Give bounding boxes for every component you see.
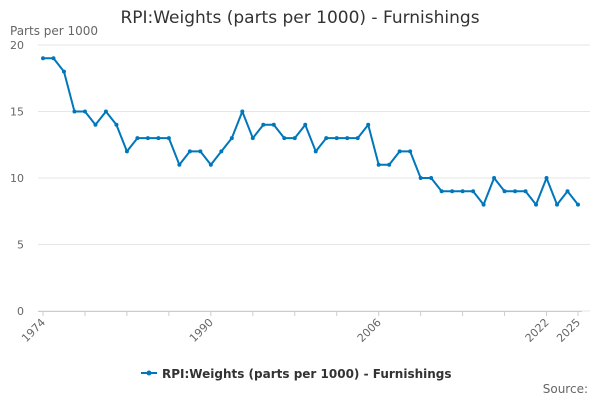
data-point bbox=[450, 189, 455, 194]
data-point bbox=[166, 136, 171, 141]
data-point bbox=[565, 189, 570, 194]
source-label: Source: bbox=[542, 382, 588, 396]
y-tick-label: 0 bbox=[17, 305, 24, 318]
data-point bbox=[240, 109, 245, 114]
x-tick-label: 1974 bbox=[19, 316, 48, 345]
y-tick-label: 20 bbox=[10, 39, 24, 52]
data-point bbox=[51, 56, 56, 61]
data-point bbox=[114, 122, 119, 127]
x-tick-label: 2025 bbox=[554, 316, 583, 345]
data-point bbox=[292, 136, 297, 141]
data-point bbox=[145, 136, 150, 141]
data-point bbox=[187, 149, 192, 154]
y-tick-label: 10 bbox=[10, 172, 24, 185]
data-point bbox=[492, 176, 497, 180]
data-point bbox=[177, 162, 182, 167]
data-point bbox=[313, 149, 318, 154]
data-point bbox=[250, 136, 255, 141]
data-point bbox=[387, 162, 392, 167]
data-point bbox=[103, 109, 108, 114]
data-point bbox=[355, 136, 360, 141]
data-point bbox=[303, 122, 308, 127]
y-axis-label: Parts per 1000 bbox=[10, 24, 99, 38]
data-point bbox=[345, 136, 350, 141]
data-point bbox=[418, 176, 423, 180]
data-point bbox=[439, 189, 444, 194]
legend-marker bbox=[146, 370, 152, 376]
y-tick-label: 5 bbox=[17, 239, 24, 252]
data-point bbox=[555, 202, 560, 207]
x-tick-label: 2006 bbox=[355, 316, 384, 345]
data-point bbox=[523, 189, 528, 194]
x-tick-label: 1990 bbox=[187, 316, 216, 345]
data-point bbox=[271, 122, 276, 127]
data-point bbox=[513, 189, 518, 194]
data-point bbox=[502, 189, 507, 194]
data-point bbox=[334, 136, 339, 141]
y-tick-label: 15 bbox=[10, 106, 24, 119]
data-point bbox=[82, 109, 87, 114]
data-point bbox=[481, 202, 486, 207]
data-point bbox=[93, 122, 98, 127]
data-point bbox=[471, 189, 476, 194]
chart-title: RPI:Weights (parts per 1000) - Furnishin… bbox=[120, 8, 480, 28]
data-point bbox=[198, 149, 203, 154]
data-point bbox=[429, 176, 434, 180]
series-line bbox=[43, 57, 579, 206]
data-point bbox=[397, 149, 402, 154]
data-point bbox=[324, 136, 329, 141]
data-point bbox=[261, 122, 266, 127]
data-point bbox=[208, 162, 213, 167]
legend-label: RPI:Weights (parts per 1000) - Furnishin… bbox=[162, 367, 452, 381]
data-point bbox=[41, 56, 45, 61]
data-point bbox=[229, 136, 234, 141]
data-point bbox=[408, 149, 413, 154]
data-point bbox=[72, 109, 77, 114]
data-point bbox=[156, 136, 161, 141]
data-point bbox=[534, 202, 539, 207]
data-point bbox=[544, 176, 549, 180]
data-point bbox=[576, 202, 580, 207]
x-tick-label: 2022 bbox=[523, 316, 552, 345]
data-point bbox=[61, 69, 66, 74]
data-point bbox=[460, 189, 465, 194]
data-point bbox=[366, 122, 371, 127]
data-point bbox=[282, 136, 287, 141]
data-point bbox=[376, 162, 381, 167]
data-point bbox=[219, 149, 224, 154]
data-point bbox=[135, 136, 140, 141]
data-point bbox=[124, 149, 129, 154]
